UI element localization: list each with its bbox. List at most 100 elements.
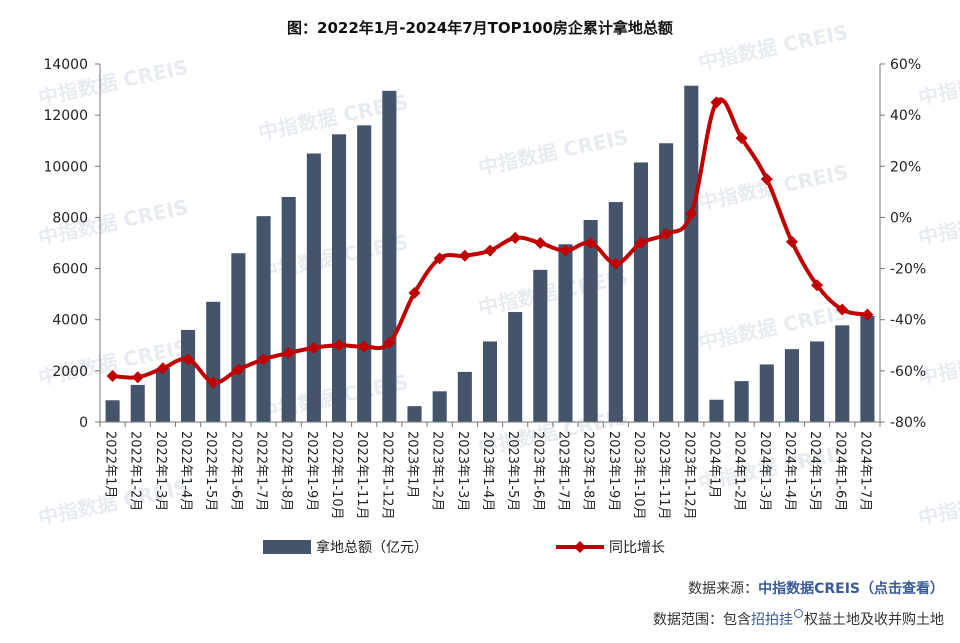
- bar: [382, 90, 397, 422]
- source-note: 数据来源：中指数据CREIS（点击查看）: [688, 578, 944, 598]
- x-tick-label: 2024年1-3月: [757, 431, 772, 511]
- growth-point: [735, 132, 748, 145]
- growth-point: [383, 336, 396, 349]
- growth-point: [609, 257, 622, 270]
- watermark-text: 中指数据 CREIS: [696, 20, 850, 75]
- bar: [810, 341, 825, 422]
- x-tick-label: 2024年1-5月: [807, 431, 822, 511]
- y-right-tick-label: -80%: [890, 415, 926, 431]
- x-tick-label: 2023年1-3月: [455, 431, 470, 511]
- bar: [130, 384, 145, 422]
- growth-point: [307, 341, 320, 354]
- source-link[interactable]: 中指数据CREIS（点击查看）: [758, 581, 944, 597]
- bar: [835, 325, 850, 422]
- bar: [306, 153, 321, 422]
- x-tick-label: 2023年1-4月: [480, 431, 495, 511]
- x-axis: 2022年1月 2022年1-2月 2022年1-3月 2022年1-4月 2022年1…: [99, 421, 881, 520]
- growth-point: [458, 249, 471, 262]
- x-tick-label: 2022年1-4月: [178, 431, 193, 511]
- scope-link[interactable]: 招拍挂: [751, 612, 793, 628]
- growth-point: [182, 353, 195, 366]
- watermark-text: 中指数据 CREIS: [916, 335, 960, 390]
- x-tick-label: 2023年1-9月: [606, 431, 621, 511]
- x-tick-label: 2022年1-2月: [128, 431, 143, 511]
- bar-series: [105, 85, 875, 423]
- growth-point: [685, 207, 698, 220]
- y-left-tick-label: 12000: [43, 108, 88, 124]
- growth-point: [861, 308, 874, 321]
- bar: [231, 253, 246, 422]
- bar: [482, 341, 498, 422]
- x-tick-label: 2022年1-10月: [329, 431, 344, 520]
- line-series: [106, 96, 874, 389]
- x-tick-label: 2023年1-5月: [505, 431, 520, 511]
- bar: [432, 391, 447, 422]
- y-left-tick-label: 2000: [52, 364, 88, 380]
- bar: [734, 381, 749, 422]
- x-tick-label: 2023年1月: [405, 431, 420, 498]
- x-tick-label: 2024年1-2月: [732, 431, 747, 511]
- growth-point: [232, 363, 245, 376]
- search-icon[interactable]: [794, 609, 803, 618]
- y-axis-left: 0 2000 4000 6000 8000 10000 12000 14000: [43, 57, 101, 431]
- bar: [759, 364, 774, 422]
- watermark-text: 中指数据 CREIS: [476, 265, 630, 320]
- x-tick-label: 2022年1-3月: [153, 431, 168, 511]
- x-tick-label: 2022年1-7月: [254, 431, 269, 511]
- y-left-tick-label: 6000: [52, 262, 88, 278]
- x-tick-label: 2023年1-2月: [430, 431, 445, 511]
- growth-point: [131, 371, 144, 384]
- bar: [784, 349, 799, 422]
- x-tick-label: 2022年1-8月: [279, 431, 294, 511]
- watermark-text: 中指数据 CREIS: [916, 55, 960, 110]
- scope-note: 数据范围：包含招拍挂 权益土地及收并购土地: [653, 609, 944, 629]
- legend-bar-swatch: [263, 540, 311, 554]
- growth-point: [559, 244, 572, 257]
- watermark-text: 中指数据 CREIS: [696, 300, 850, 355]
- x-tick-label: 2024年1-4月: [782, 431, 797, 511]
- growth-point: [584, 237, 597, 249]
- bar: [357, 125, 372, 423]
- x-tick-label: 2023年1-12月: [681, 431, 696, 520]
- y-right-tick-label: 20%: [890, 159, 921, 175]
- x-tick-label: 2023年1-6月: [530, 431, 545, 511]
- x-tick-label: 2023年1-7月: [556, 431, 571, 511]
- bar: [533, 269, 548, 422]
- bar: [583, 219, 598, 422]
- bar: [281, 196, 296, 422]
- y-left-tick-label: 10000: [43, 159, 88, 175]
- x-tick-label: 2023年1-11月: [656, 431, 671, 520]
- watermark-text: 中指数据 CREIS: [696, 160, 850, 215]
- growth-point: [207, 376, 220, 389]
- y-axis-right: -80% -60% -40% -20% 0% 20% 40% 60%: [879, 57, 926, 431]
- legend: 拿地总额（亿元） 同比增长: [263, 539, 665, 556]
- y-right-tick-label: -60%: [890, 364, 926, 380]
- y-right-tick-label: 60%: [890, 57, 921, 73]
- y-right-tick-label: 0%: [890, 210, 912, 226]
- growth-point: [408, 286, 421, 299]
- growth-point: [282, 346, 295, 359]
- bar: [659, 143, 674, 422]
- y-left-tick-label: 4000: [52, 313, 88, 329]
- bar: [155, 368, 170, 422]
- source-prefix: 数据来源：: [688, 581, 759, 597]
- bar: [457, 371, 472, 422]
- bar: [860, 315, 875, 422]
- x-tick-label: 2023年1-8月: [581, 431, 596, 511]
- bar: [709, 399, 724, 422]
- bar: [206, 301, 221, 422]
- scope-prefix: 数据范围：包含: [653, 612, 751, 628]
- growth-point: [257, 353, 270, 366]
- growth-point: [534, 237, 547, 249]
- bar: [608, 202, 623, 422]
- legend-line-marker: [574, 541, 586, 553]
- growth-point: [106, 369, 119, 382]
- watermark-text: 中指数据 CREIS: [916, 195, 960, 250]
- y-right-tick-label: -20%: [890, 262, 926, 278]
- y-right-tick-label: -40%: [890, 313, 926, 329]
- growth-point: [836, 303, 849, 316]
- y-left-tick-label: 14000: [43, 57, 88, 73]
- x-tick-label: 2022年1-9月: [304, 431, 319, 511]
- x-tick-label: 2022年1月: [103, 431, 118, 498]
